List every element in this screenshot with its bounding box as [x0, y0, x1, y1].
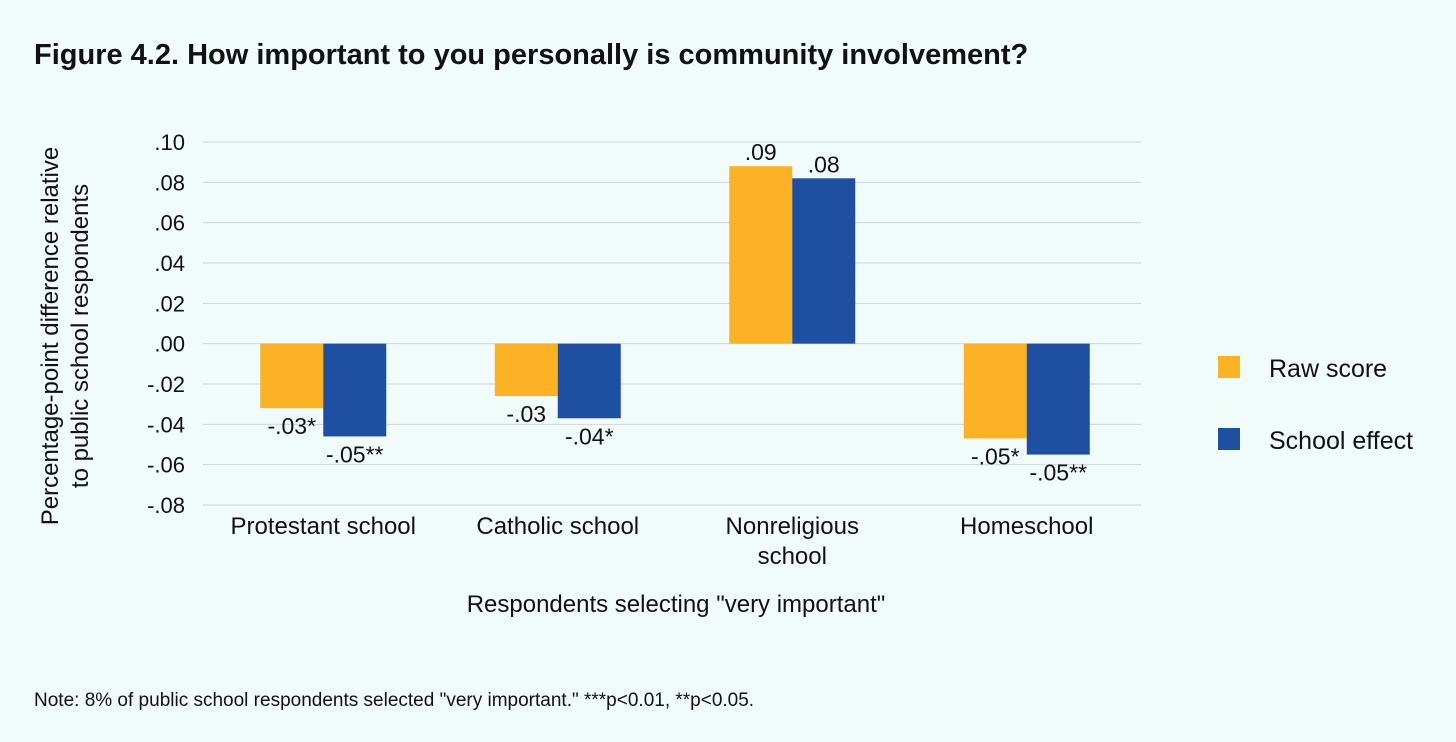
- y-tick-label: -.06: [147, 453, 185, 478]
- x-category-label: Nonreligious school: [726, 513, 859, 570]
- legend: Raw score School effect: [1218, 355, 1413, 455]
- data-label: -.04*: [565, 423, 614, 449]
- x-category-label: Catholic school: [476, 513, 639, 540]
- x-category-label: Homeschool: [960, 513, 1093, 540]
- y-tick-label: .00: [154, 332, 185, 357]
- y-axis-title: Percentage-point difference relative to p…: [37, 147, 94, 525]
- data-label: .08: [808, 151, 840, 177]
- y-tick-label: .06: [154, 211, 185, 236]
- data-label: -.05*: [971, 443, 1020, 469]
- chart-note: Note: 8% of public school respondents se…: [34, 690, 754, 711]
- data-label: -.03*: [267, 413, 316, 439]
- bar-raw-score: [494, 343, 558, 397]
- x-axis-title: Respondents selecting "very important": [467, 591, 886, 618]
- legend-label: School effect: [1269, 427, 1413, 455]
- legend-swatch: [1218, 428, 1240, 450]
- data-label: -.05**: [326, 441, 384, 467]
- chart-title: Figure 4.2. How important to you persona…: [34, 39, 1028, 71]
- data-label: -.03: [506, 401, 546, 427]
- data-label: -.05**: [1029, 460, 1087, 486]
- y-tick-label: -.08: [147, 493, 185, 518]
- bar-raw-score: [963, 343, 1027, 439]
- bar-school-effect: [1026, 343, 1090, 455]
- data-label: .09: [745, 139, 777, 165]
- y-axis-ticks: .10 .08 .06 .04 .02 .00 -.02 -.04 -.06 -.08: [147, 130, 185, 518]
- bar-raw-score: [729, 166, 793, 344]
- data-labels: -.03* -.05** -.03 -.04* .09 .08 -.05* -.05**: [267, 139, 1087, 485]
- bar-school-effect: [557, 343, 621, 419]
- y-tick-label: .04: [154, 251, 185, 276]
- bar-school-effect: [792, 178, 856, 344]
- y-tick-label: .08: [154, 170, 185, 195]
- x-axis-categories: Protestant school Catholic school Nonrelig…: [231, 513, 1094, 570]
- legend-swatch: [1218, 356, 1240, 378]
- bar-school-effect: [323, 343, 387, 437]
- x-category-label: Protestant school: [231, 513, 416, 540]
- y-tick-label: -.02: [147, 372, 185, 397]
- y-tick-label: .02: [154, 291, 185, 316]
- y-tick-label: .10: [154, 130, 185, 155]
- bars: [260, 166, 1090, 455]
- legend-label: Raw score: [1269, 355, 1387, 383]
- y-tick-label: -.04: [147, 412, 185, 437]
- bar-raw-score: [260, 343, 324, 409]
